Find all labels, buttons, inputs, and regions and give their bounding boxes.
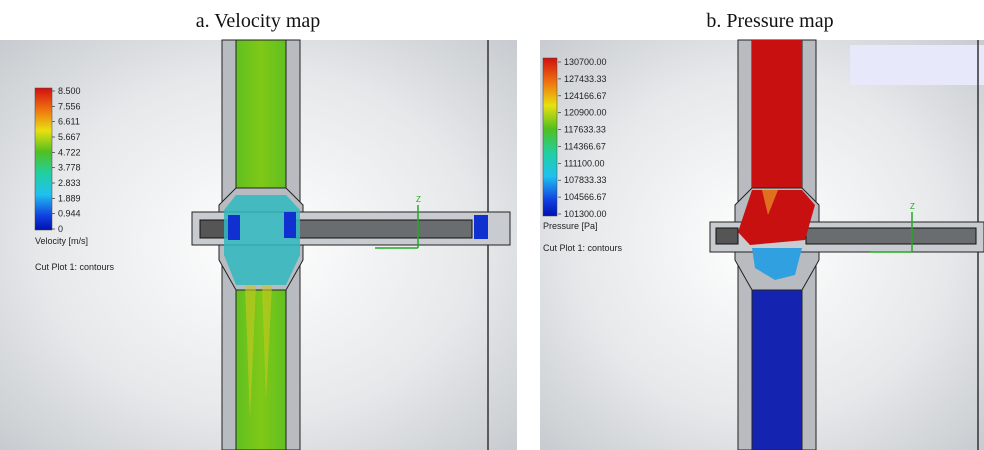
legend-label: 3.778 [58, 163, 81, 173]
jet [228, 215, 240, 240]
plot-label: Cut Plot 1: contours [35, 262, 115, 272]
legend-label: 7.556 [58, 101, 81, 111]
high-zone [738, 190, 815, 245]
legend-label: 0.944 [58, 209, 81, 219]
caption: a. Velocity map [196, 10, 321, 32]
legend-label: 8.500 [58, 86, 81, 96]
legend-label: 6.611 [58, 117, 80, 127]
jet [474, 215, 488, 239]
rod [716, 228, 738, 244]
legend-label: 117633.33 [564, 125, 606, 135]
colorbar [35, 88, 52, 230]
jet [284, 212, 296, 238]
caption: b. Pressure map [706, 10, 833, 32]
legend-label: 127433.33 [564, 74, 607, 84]
legend-label: 114366.67 [564, 141, 606, 151]
rod [806, 228, 976, 244]
legend-title: Pressure [Pa] [543, 221, 598, 231]
legend-label: 4.722 [58, 147, 81, 157]
colorbar [543, 58, 557, 216]
legend-label: 130700.00 [564, 57, 607, 67]
legend-label: 107833.33 [564, 175, 607, 185]
legend-label: 1.889 [58, 193, 81, 203]
figure: a. Velocity map b. Pressure map Z Veloci… [0, 0, 984, 450]
axis-label: Z [416, 195, 421, 204]
axis-label: Z [910, 202, 915, 211]
rod [292, 220, 472, 238]
plot-label: Cut Plot 1: contours [543, 243, 623, 253]
legend-label: 120900.00 [564, 108, 607, 118]
legend-label: 5.667 [58, 132, 81, 142]
flow-high [752, 40, 802, 190]
haze [850, 45, 984, 85]
legend-label: 101300.00 [564, 209, 607, 219]
legend-label: 124166.67 [564, 91, 607, 101]
legend-label: 0 [58, 224, 63, 234]
legend-label: 111100.00 [564, 158, 605, 168]
legend-label: 104566.67 [564, 192, 607, 202]
pressure-panel: Z Pressure [Pa] Cut Plot 1: contours [540, 40, 984, 450]
legend-label: 2.833 [58, 178, 81, 188]
legend-title: Velocity [m/s] [35, 236, 88, 246]
